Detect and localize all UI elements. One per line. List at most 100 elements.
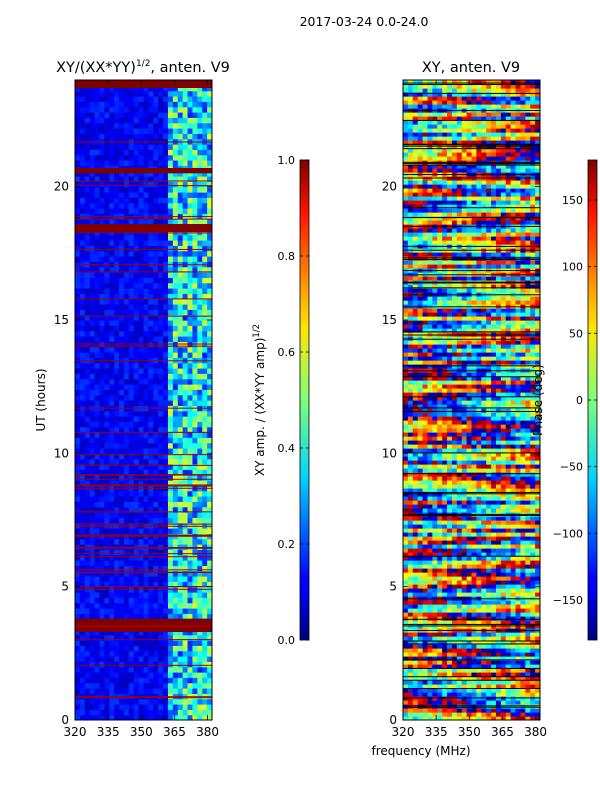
- amplitude-cell: [138, 378, 145, 385]
- phase-cell: [530, 620, 536, 625]
- phase-cell: [437, 564, 443, 569]
- amplitude-cell: [163, 149, 169, 156]
- phase-cell: [495, 716, 502, 720]
- amplitude-cell: [202, 410, 208, 417]
- phase-cell: [471, 712, 477, 717]
- amplitude-cell: [202, 288, 208, 294]
- amplitude-cell: [182, 368, 189, 374]
- amplitude-cell: [158, 437, 164, 444]
- amplitude-cell: [123, 202, 130, 209]
- phase-cell: [417, 568, 424, 573]
- amplitude-cell: [94, 474, 101, 481]
- phase-cell: [407, 632, 414, 637]
- phase-cell: [432, 552, 438, 557]
- amplitude-cell: [163, 250, 169, 257]
- phase-cell: [403, 616, 409, 621]
- amplitude-colorbar-tick-label: 0.6: [278, 346, 296, 359]
- amplitude-cell: [182, 672, 189, 678]
- amplitude-cell: [172, 522, 179, 529]
- amplitude-flag-line: [75, 431, 212, 433]
- amplitude-cell: [89, 592, 96, 598]
- phase-cell: [407, 600, 414, 605]
- amplitude-cell: [114, 656, 120, 662]
- phase-cell: [515, 656, 522, 661]
- phase-cell: [535, 700, 540, 705]
- amplitude-cell: [182, 613, 189, 620]
- phase-cell: [491, 600, 497, 605]
- amplitude-cell: [138, 112, 145, 118]
- phase-cell: [530, 580, 536, 585]
- phase-cell: [432, 700, 438, 705]
- amplitude-cell: [207, 613, 212, 620]
- amplitude-cell: [202, 256, 208, 262]
- amplitude-cell: [182, 629, 189, 636]
- amplitude-cell: [89, 442, 96, 449]
- amplitude-cell: [94, 101, 101, 108]
- phase-cell: [403, 672, 409, 677]
- amplitude-cell: [84, 314, 91, 321]
- phase-cell: [495, 584, 502, 589]
- amplitude-cell: [94, 421, 101, 428]
- amplitude-cell: [109, 704, 115, 710]
- amplitude-flag-line: [75, 484, 212, 486]
- amplitude-cell: [167, 336, 174, 342]
- phase-cell: [476, 648, 482, 653]
- amplitude-cell: [114, 453, 120, 460]
- amplitude-cell: [75, 490, 81, 497]
- phase-cell: [461, 612, 468, 617]
- amplitude-cell: [153, 229, 159, 236]
- amplitude-cell: [153, 96, 159, 102]
- amplitude-cell: [128, 314, 135, 321]
- amplitude-cell: [94, 458, 101, 465]
- amplitude-cell: [109, 288, 115, 294]
- phase-cell: [530, 692, 536, 697]
- amplitude-cell: [138, 117, 145, 124]
- phase-cell: [500, 644, 507, 649]
- phase-cell: [451, 556, 458, 561]
- amplitude-cell: [202, 576, 208, 582]
- amplitude-cell: [94, 512, 101, 518]
- phase-cell: [530, 716, 536, 720]
- amplitude-cell: [182, 426, 189, 433]
- amplitude-cell: [172, 458, 179, 465]
- phase-cell: [505, 620, 512, 625]
- amplitude-cell: [84, 453, 91, 460]
- amplitude-cell: [202, 458, 208, 465]
- amplitude-cell: [202, 314, 208, 321]
- amplitude-cell: [202, 90, 208, 97]
- amplitude-cell: [79, 416, 86, 422]
- phase-cell: [495, 504, 502, 509]
- amplitude-cell: [172, 208, 179, 214]
- amplitude-cell: [133, 464, 140, 470]
- amplitude-cell: [128, 400, 135, 406]
- amplitude-cell: [167, 464, 174, 470]
- amplitude-cell: [84, 106, 91, 113]
- amplitude-cell: [177, 496, 184, 502]
- amplitude-cell: [75, 154, 81, 161]
- amplitude-cell: [138, 672, 145, 678]
- phase-cell: [422, 708, 429, 713]
- amplitude-cell: [143, 154, 149, 161]
- amplitude-cell: [79, 197, 86, 204]
- phase-cell: [491, 612, 497, 617]
- amplitude-cell: [202, 320, 208, 326]
- amplitude-cell: [123, 176, 130, 182]
- amplitude-cell: [192, 314, 198, 321]
- amplitude-cell: [138, 474, 145, 481]
- amplitude-cell: [94, 85, 101, 92]
- amplitude-cell: [114, 330, 120, 337]
- phase-cell: [422, 652, 429, 657]
- phase-cell: [417, 504, 424, 509]
- amplitude-cell: [202, 432, 208, 438]
- amplitude-flag-line: [75, 523, 212, 525]
- phase-cell: [481, 656, 487, 661]
- amplitude-ytick-label: 5: [61, 580, 69, 594]
- phase-cell: [447, 516, 453, 521]
- amplitude-cell: [177, 656, 184, 662]
- phase-cell: [403, 708, 409, 713]
- phase-cell: [456, 708, 463, 713]
- phase-cell: [412, 620, 419, 625]
- phase-cell: [437, 608, 443, 613]
- amplitude-cell: [172, 474, 179, 481]
- amplitude-cell: [99, 288, 105, 294]
